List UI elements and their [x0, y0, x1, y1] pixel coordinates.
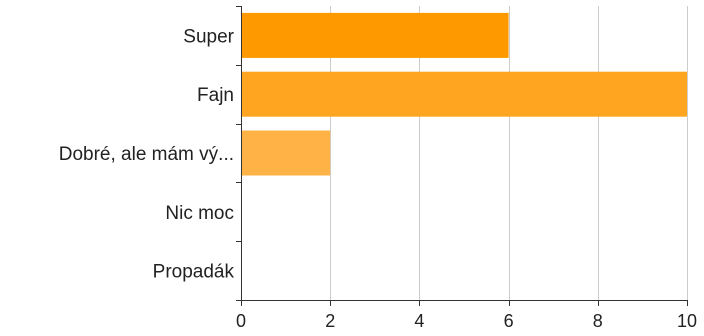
bar [241, 130, 331, 176]
x-tick-label: 4 [414, 311, 424, 331]
x-tick-label: 8 [593, 311, 603, 331]
bar [241, 12, 509, 58]
category-labels: Super Fajn Dobré, ale mám vý... Nic moc Prop… [59, 26, 235, 282]
category-label: Dobré, ale mám vý... [59, 144, 234, 165]
bars [241, 12, 687, 176]
x-tick-label: 10 [677, 311, 697, 331]
bar [241, 71, 687, 117]
axes [236, 6, 688, 306]
category-label: Propadák [153, 262, 235, 283]
x-tick-label: 0 [236, 311, 246, 331]
category-label: Nic moc [165, 203, 234, 224]
x-tick-label: 2 [325, 311, 335, 331]
tick-labels: 0 2 4 6 8 10 [236, 311, 697, 331]
x-tick-label: 6 [504, 311, 514, 331]
category-label: Fajn [197, 85, 234, 106]
category-label: Super [183, 26, 234, 47]
